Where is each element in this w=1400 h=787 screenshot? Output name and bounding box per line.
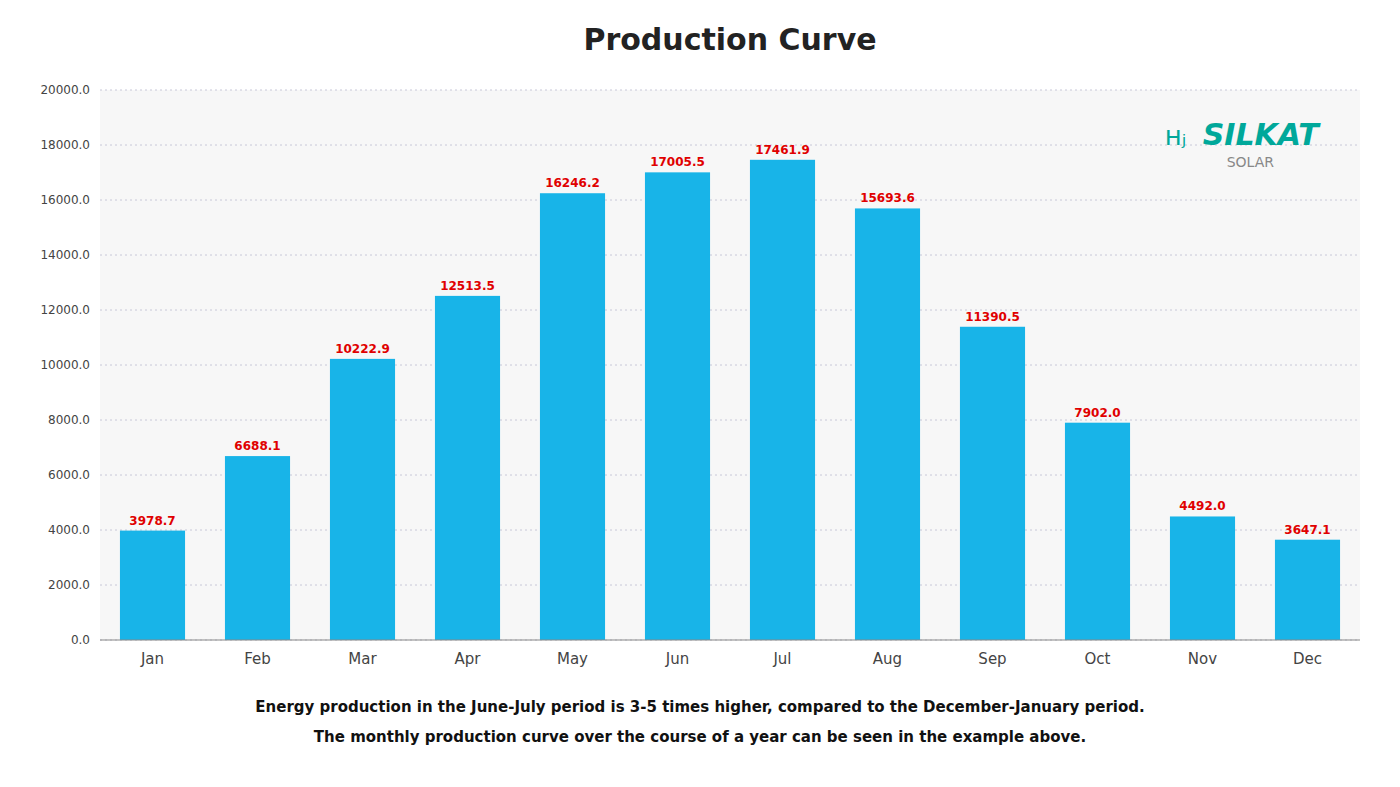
x-axis: Jan Feb Mar Apr May Jun Jul Aug Sep Oct Nov Dec bbox=[140, 650, 1322, 668]
grid-line bbox=[100, 90, 1360, 91]
x-tick-label: Feb bbox=[244, 650, 271, 668]
x-axis-line bbox=[100, 640, 1360, 641]
bar bbox=[120, 531, 185, 640]
x-tick-label: Aug bbox=[873, 650, 902, 668]
x-tick-label: Apr bbox=[455, 650, 482, 668]
data-label: 7902.0 bbox=[1074, 406, 1120, 420]
x-tick-label: Jun bbox=[665, 650, 689, 668]
y-tick-label: 16000.0 bbox=[40, 193, 90, 207]
y-tick-label: 18000.0 bbox=[40, 138, 90, 152]
x-tick-label: Oct bbox=[1085, 650, 1111, 668]
bar bbox=[225, 456, 290, 640]
bar bbox=[540, 193, 605, 640]
data-label: 11390.5 bbox=[965, 310, 1020, 324]
grid-line bbox=[100, 365, 1360, 366]
bar bbox=[855, 208, 920, 640]
bar bbox=[960, 327, 1025, 640]
y-tick-label: 8000.0 bbox=[48, 413, 90, 427]
bar bbox=[1065, 423, 1130, 640]
x-tick-label: Jul bbox=[772, 650, 791, 668]
bar bbox=[330, 359, 395, 640]
bar bbox=[645, 172, 710, 640]
data-label: 17461.9 bbox=[755, 143, 810, 157]
y-tick-label: 20000.0 bbox=[40, 83, 90, 97]
footer-text: Energy production in the June-July perio… bbox=[255, 698, 1144, 716]
grid-line bbox=[100, 255, 1360, 256]
bar bbox=[1275, 540, 1340, 640]
data-label: 16246.2 bbox=[545, 176, 600, 190]
footer-text: The monthly production curve over the co… bbox=[314, 728, 1086, 746]
x-tick-label: Jan bbox=[140, 650, 164, 668]
x-tick-label: Nov bbox=[1188, 650, 1217, 668]
data-labels: 3978.7 6688.1 10222.9 12513.5 16246.2 17005.5… bbox=[129, 143, 1330, 537]
x-tick-label: May bbox=[557, 650, 588, 668]
x-tick-label: Dec bbox=[1293, 650, 1322, 668]
chart: Production Curve 0.0 2000.0 4000.0 6000.0 800… bbox=[0, 0, 1400, 787]
title: Production Curve bbox=[583, 22, 876, 57]
data-label: 15693.6 bbox=[860, 191, 915, 205]
bars bbox=[120, 160, 1340, 640]
data-label: 3647.1 bbox=[1284, 523, 1330, 537]
logo-mark: ʜⱼ bbox=[1165, 121, 1187, 151]
data-label: 10222.9 bbox=[335, 342, 390, 356]
x-tick-label: Sep bbox=[978, 650, 1006, 668]
data-label: 17005.5 bbox=[650, 155, 705, 169]
grid-line bbox=[100, 310, 1360, 311]
y-tick-label: 14000.0 bbox=[40, 248, 90, 262]
y-tick-label: 2000.0 bbox=[48, 578, 90, 592]
x-tick-label: Mar bbox=[348, 650, 377, 668]
grid-line bbox=[100, 420, 1360, 421]
bar bbox=[1170, 516, 1235, 640]
grid-line bbox=[100, 200, 1360, 201]
y-tick-label: 0.0 bbox=[71, 633, 90, 647]
y-tick-label: 6000.0 bbox=[48, 468, 90, 482]
bar bbox=[750, 160, 815, 640]
data-label: 12513.5 bbox=[440, 279, 495, 293]
y-tick-label: 10000.0 bbox=[40, 358, 90, 372]
plot-area bbox=[100, 90, 1360, 640]
y-tick-label: 12000.0 bbox=[40, 303, 90, 317]
logo-subtext: SOLAR bbox=[1227, 154, 1275, 170]
data-label: 6688.1 bbox=[234, 439, 280, 453]
data-label: 4492.0 bbox=[1179, 499, 1225, 513]
y-tick-label: 4000.0 bbox=[48, 523, 90, 537]
grid-line bbox=[100, 640, 1360, 641]
bar bbox=[435, 296, 500, 640]
data-label: 3978.7 bbox=[129, 514, 175, 528]
y-axis: 0.0 2000.0 4000.0 6000.0 8000.0 10000.0 12000.… bbox=[40, 83, 1360, 647]
logo-text: SILKAT bbox=[1203, 117, 1321, 152]
